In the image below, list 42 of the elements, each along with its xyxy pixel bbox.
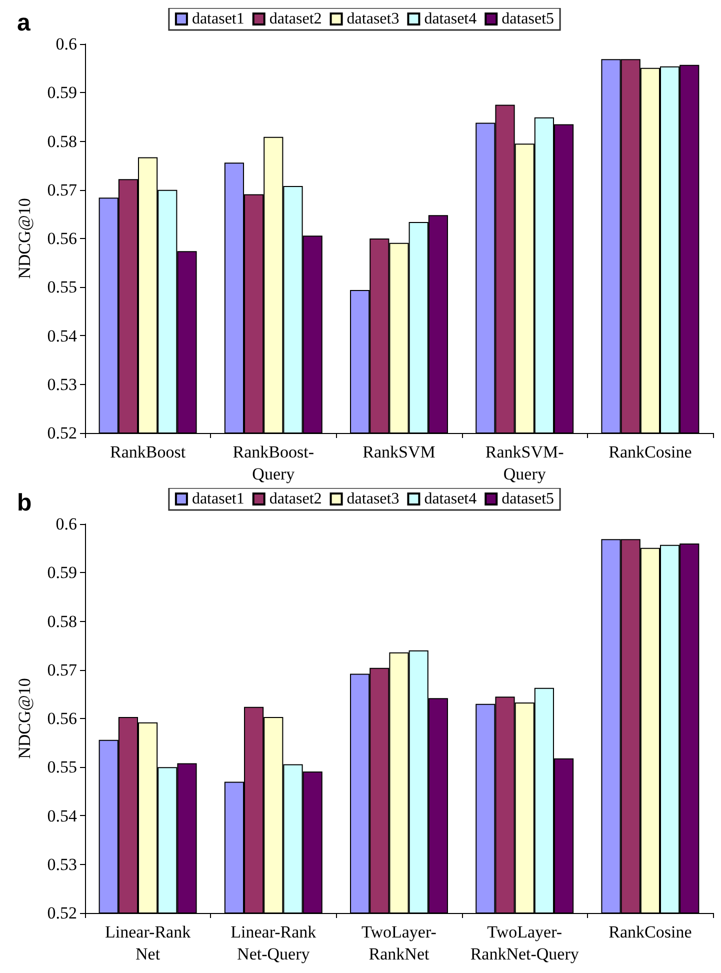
legend-label: dataset3	[346, 490, 400, 508]
legend-label: dataset4	[424, 490, 477, 508]
legend-label: dataset4	[424, 10, 477, 28]
x-tick-label: Linear-Rank Net-Query	[230, 922, 317, 964]
y-tick-label: 0.53	[47, 374, 77, 394]
legend-label: dataset2	[269, 10, 322, 28]
y-tick-label: 0.59	[47, 83, 77, 102]
y-axis-title: NDCG@10	[15, 678, 34, 759]
chart-title: a	[17, 10, 31, 36]
legend-label: dataset2	[269, 490, 322, 508]
x-tick-label: RankBoost- Query	[232, 442, 314, 484]
y-tick-label: 0.55	[47, 278, 77, 297]
y-tick-label: 0.52	[47, 424, 77, 442]
x-tick-label: TwoLayer- RankNet-Query	[470, 922, 580, 964]
y-tick-label: 0.59	[47, 563, 77, 582]
legend-label: dataset1	[192, 490, 244, 508]
y-tick-label: 0.54	[47, 806, 78, 826]
y-tick-label: 0.57	[47, 180, 78, 200]
x-tick-label: RankBoost	[110, 442, 186, 462]
y-tick-label: 0.58	[47, 132, 77, 151]
x-tick-label: Linear-Rank Net	[105, 922, 192, 964]
y-tick-label: 0.6	[56, 514, 77, 534]
legend-label: dataset3	[346, 10, 400, 28]
y-tick-label: 0.55	[47, 758, 77, 777]
legend-label: dataset5	[502, 10, 554, 28]
y-tick-label: 0.56	[47, 229, 77, 248]
legend-label: dataset1	[192, 10, 244, 28]
y-tick-label: 0.53	[47, 854, 77, 874]
legend-label: dataset5	[502, 490, 554, 508]
y-tick-label: 0.58	[47, 612, 77, 631]
x-tick-label: TwoLayer- RankNet	[362, 922, 437, 964]
chart-title: b	[17, 490, 32, 516]
y-tick-label: 0.52	[47, 904, 77, 922]
x-tick-label: RankCosine	[608, 922, 692, 942]
x-tick-label: RankCosine	[608, 442, 692, 462]
y-tick-label: 0.57	[47, 660, 78, 680]
y-tick-label: 0.54	[47, 326, 78, 346]
y-axis-title: NDCG@10	[15, 198, 34, 279]
x-tick-label: RankSVM- Query	[485, 442, 564, 484]
y-tick-label: 0.6	[56, 34, 77, 54]
y-tick-label: 0.56	[47, 709, 77, 728]
x-tick-label: RankSVM	[362, 442, 436, 462]
